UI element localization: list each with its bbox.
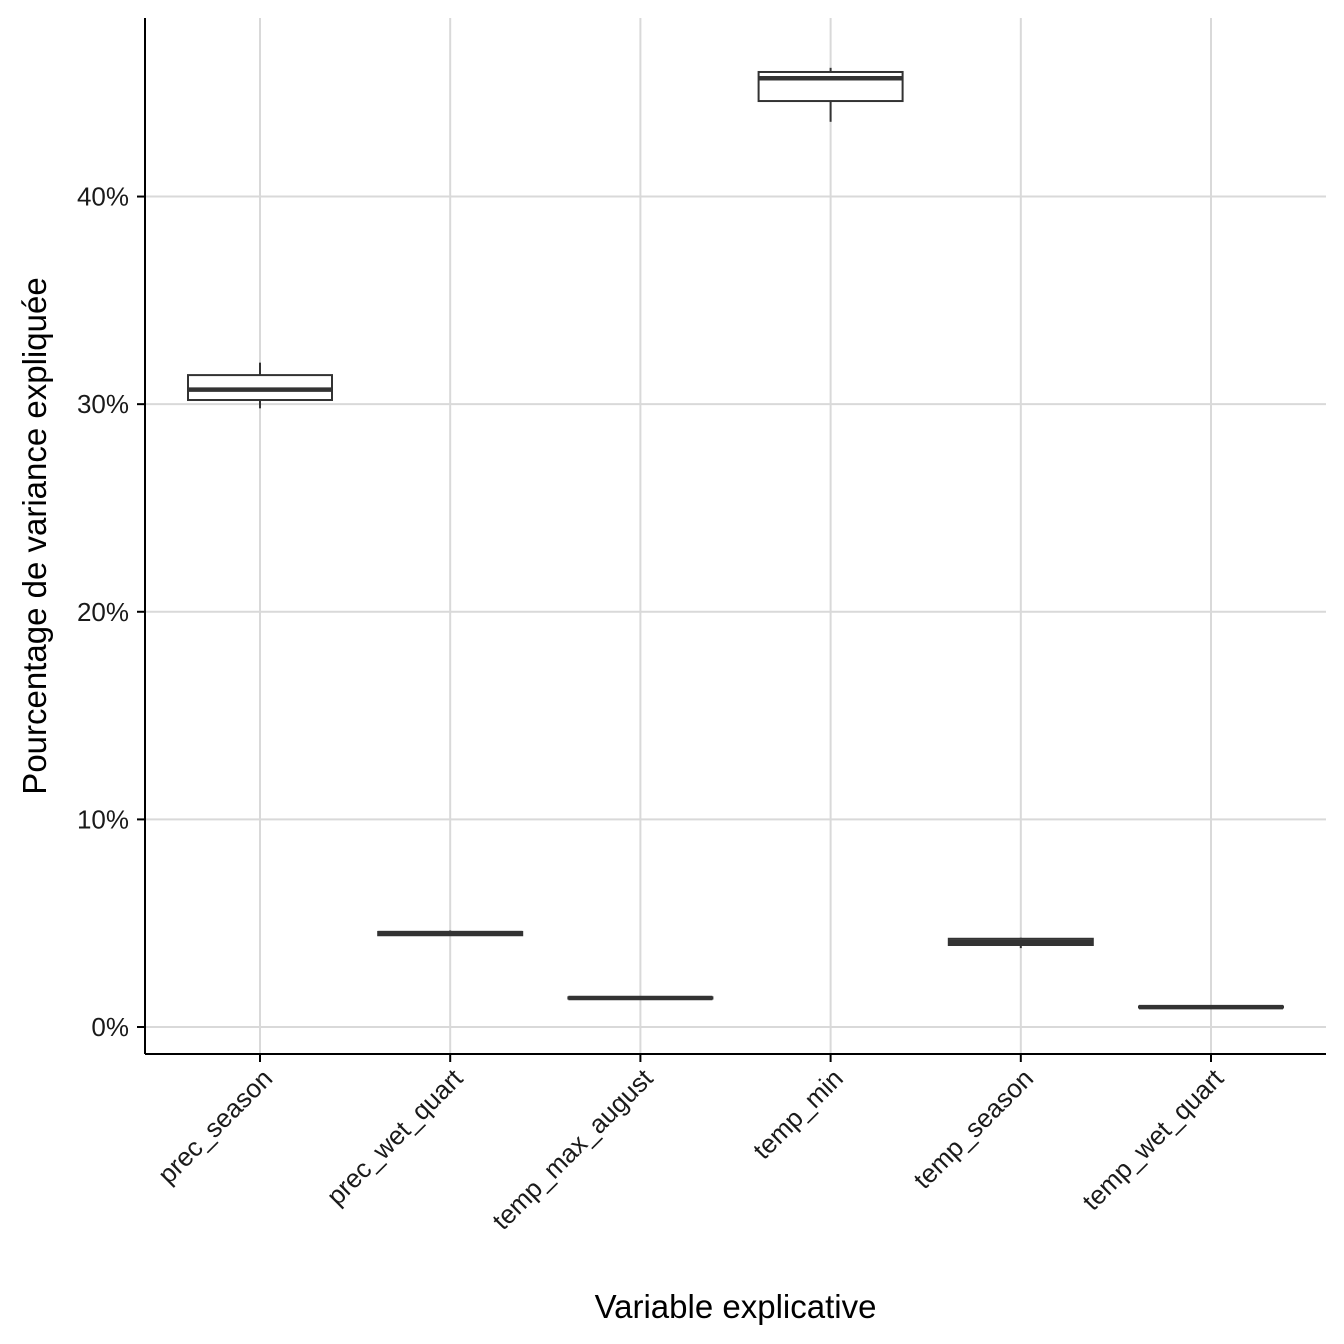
x-tick-label: temp_wet_quart <box>1076 1062 1230 1216</box>
y-tick-label: 0% <box>91 1012 129 1042</box>
y-tick-label: 30% <box>77 389 129 419</box>
x-tick-label: temp_season <box>907 1063 1039 1195</box>
tick-labels: 0%10%20%30%40%prec_season prec_wet_quart t… <box>77 182 1230 1236</box>
box-plots <box>187 67 1284 1010</box>
x-axis-title: Variable explicative <box>595 1288 877 1325</box>
grid-lines <box>145 18 1326 1054</box>
x-tick-label: temp_max_august <box>486 1062 659 1235</box>
box-prec_wet_quart <box>377 930 524 937</box>
y-tick-label: 20% <box>77 597 129 627</box>
y-tick-label: 10% <box>77 804 129 834</box>
box-temp_min <box>757 67 904 122</box>
box-temp_max_august <box>567 995 714 1001</box>
box-prec_season <box>187 362 333 409</box>
x-tick-label: temp_min <box>747 1063 849 1165</box>
x-tick-label: prec_season <box>152 1063 278 1189</box>
box-temp_season <box>947 937 1094 949</box>
box-temp_wet_quart <box>1138 1004 1284 1010</box>
y-tick-label: 40% <box>77 182 129 212</box>
axes <box>144 18 1326 1055</box>
x-tick-label: prec_wet_quart <box>320 1062 468 1210</box>
y-axis-title: Pourcentage de variance expliquée <box>16 277 53 794</box>
